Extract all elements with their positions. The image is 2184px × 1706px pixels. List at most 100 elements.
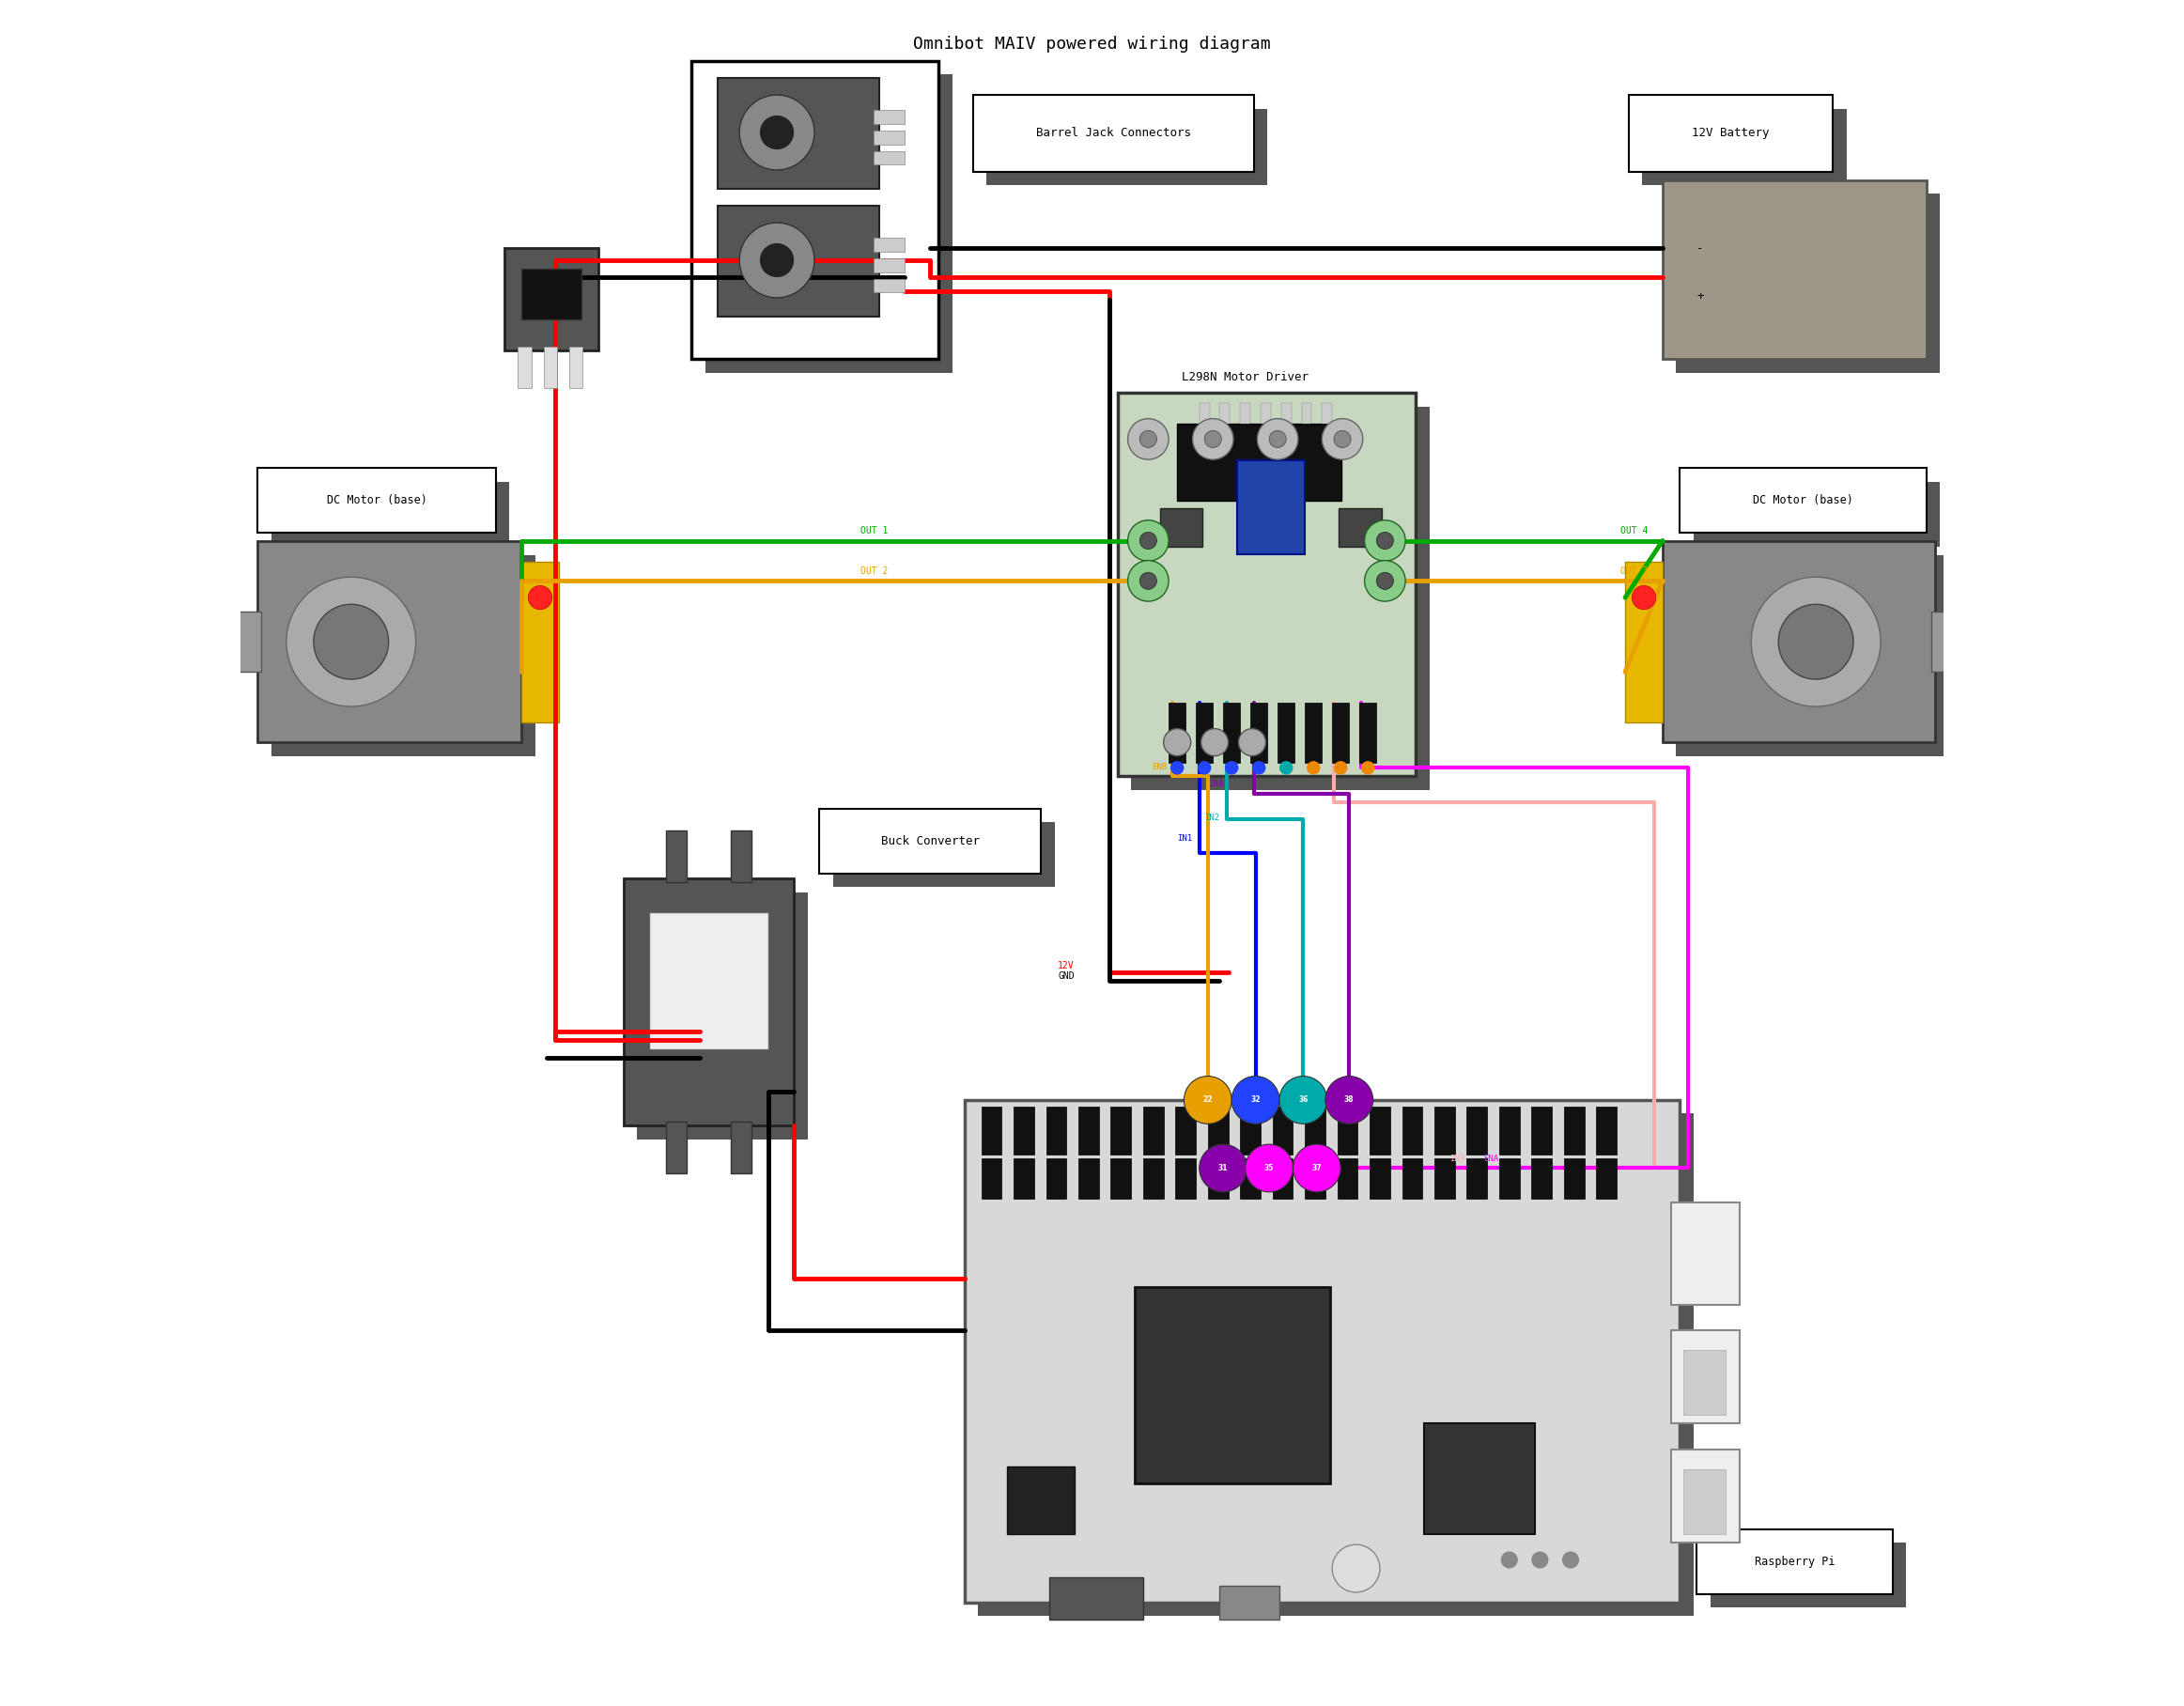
Bar <box>874 131 904 145</box>
Circle shape <box>1269 430 1286 447</box>
Bar <box>981 1158 1002 1199</box>
Circle shape <box>1127 561 1168 601</box>
Circle shape <box>1245 1145 1293 1192</box>
Bar <box>522 561 559 722</box>
Bar <box>1402 1107 1422 1155</box>
Bar <box>1273 1107 1293 1155</box>
Bar <box>732 831 751 882</box>
Bar <box>874 111 904 125</box>
Bar <box>1498 1107 1520 1155</box>
Bar <box>1142 1107 1164 1155</box>
Text: IN4: IN4 <box>1208 780 1223 788</box>
Bar <box>819 809 1042 873</box>
Bar <box>570 346 583 387</box>
Bar <box>1241 1107 1260 1155</box>
Bar <box>1046 1107 1066 1155</box>
Text: 32: 32 <box>1251 1095 1260 1104</box>
Circle shape <box>1251 761 1267 775</box>
Bar <box>649 913 769 1049</box>
Bar <box>1931 612 1966 672</box>
Bar <box>1531 1158 1553 1199</box>
Circle shape <box>740 96 815 171</box>
Text: IN2: IN2 <box>1203 814 1219 822</box>
Text: DC Motor (base): DC Motor (base) <box>1754 495 1854 507</box>
Bar <box>1304 1107 1326 1155</box>
Bar <box>1564 1107 1583 1155</box>
Bar <box>1223 703 1241 763</box>
Bar <box>1260 403 1271 423</box>
Circle shape <box>1258 418 1297 459</box>
Bar <box>1079 1107 1099 1155</box>
Bar <box>874 280 904 293</box>
Bar <box>505 249 598 350</box>
Bar <box>1302 403 1313 423</box>
Bar <box>1251 703 1267 763</box>
Circle shape <box>1203 430 1221 447</box>
Bar <box>1219 403 1230 423</box>
Bar <box>1435 1158 1455 1199</box>
Bar <box>1337 1158 1358 1199</box>
Text: ENB: ENB <box>1151 763 1166 771</box>
Bar <box>1498 1158 1520 1199</box>
Text: 37: 37 <box>1313 1163 1321 1172</box>
Bar <box>1675 194 1939 372</box>
Bar <box>1358 703 1376 763</box>
Circle shape <box>1171 761 1184 775</box>
Bar <box>1564 1158 1583 1199</box>
Bar <box>1710 1542 1907 1607</box>
Circle shape <box>1199 1145 1247 1192</box>
Text: Barrel Jack Connectors: Barrel Jack Connectors <box>1035 128 1190 140</box>
Circle shape <box>1238 728 1267 756</box>
Bar <box>1241 1158 1260 1199</box>
Bar <box>1468 1107 1487 1155</box>
Bar <box>1282 403 1291 423</box>
Circle shape <box>1321 418 1363 459</box>
Bar <box>1671 1448 1738 1542</box>
Bar <box>1671 1331 1738 1423</box>
Bar <box>638 892 808 1140</box>
Bar <box>874 152 904 165</box>
Bar <box>874 239 904 252</box>
Bar <box>1369 1158 1389 1199</box>
Bar <box>1236 461 1304 554</box>
Bar <box>705 75 952 372</box>
Text: OUT 2: OUT 2 <box>860 566 887 575</box>
Bar <box>1468 1158 1487 1199</box>
Bar <box>1629 96 1832 172</box>
Bar <box>1679 467 1926 532</box>
Circle shape <box>760 244 795 278</box>
Circle shape <box>1752 577 1880 706</box>
Text: Omnibot MAIV powered wiring diagram: Omnibot MAIV powered wiring diagram <box>913 36 1271 53</box>
Text: Raspberry Pi: Raspberry Pi <box>1754 1556 1835 1568</box>
Text: 31: 31 <box>1219 1163 1227 1172</box>
Bar <box>258 541 522 742</box>
Circle shape <box>1127 520 1168 561</box>
Text: OUT 1: OUT 1 <box>860 525 887 536</box>
Circle shape <box>286 577 415 706</box>
Bar <box>1675 554 1948 756</box>
Text: L298N Motor Driver: L298N Motor Driver <box>1182 370 1308 382</box>
Bar <box>1693 481 1939 546</box>
Bar <box>544 346 557 387</box>
Circle shape <box>1280 761 1293 775</box>
Text: 22: 22 <box>1203 1095 1212 1104</box>
Circle shape <box>1140 532 1158 549</box>
Bar <box>1278 703 1295 763</box>
Bar <box>1241 403 1251 423</box>
Circle shape <box>529 585 553 609</box>
Bar <box>1304 703 1321 763</box>
Bar <box>1642 109 1845 186</box>
Circle shape <box>1127 418 1168 459</box>
Text: +: + <box>1697 290 1704 302</box>
Bar <box>666 831 686 882</box>
Circle shape <box>1361 761 1374 775</box>
Text: OUT 3: OUT 3 <box>1621 566 1647 575</box>
Bar <box>1175 1107 1197 1155</box>
Bar <box>1197 703 1212 763</box>
Bar <box>692 61 939 358</box>
Bar <box>666 1123 686 1174</box>
Circle shape <box>1376 532 1393 549</box>
Circle shape <box>1140 430 1158 447</box>
Bar <box>1131 406 1428 790</box>
Circle shape <box>1201 728 1227 756</box>
